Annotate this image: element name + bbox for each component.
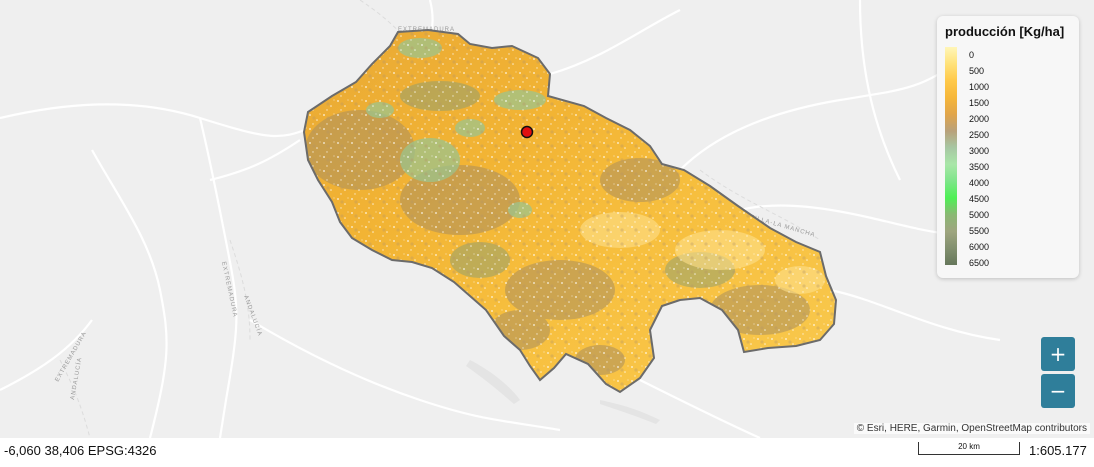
legend-tick-label: 4000 <box>969 178 990 188</box>
production-layer[interactable] <box>300 28 840 398</box>
legend-tick-label: 6000 <box>969 242 990 252</box>
legend-title: producción [Kg/ha] <box>945 24 1065 39</box>
reservoirs <box>466 360 660 424</box>
legend-tick-label: 6500 <box>969 258 990 268</box>
road-network <box>0 0 1001 438</box>
region-outline <box>302 28 838 394</box>
cursor-coordinates: -6,060 38,406 EPSG:4326 <box>4 443 157 458</box>
legend-panel: producción [Kg/ha] 0 500 1000 1500 2000 2500 3… <box>937 16 1079 278</box>
legend-tick-label: 4500 <box>969 194 990 204</box>
road-label: ANDALUCÍA <box>242 294 263 337</box>
zoom-in-button[interactable]: + <box>1041 337 1075 371</box>
legend-tick-label: 0 <box>969 50 975 60</box>
map-attribution: © Esri, HERE, Garmin, OpenStreetMap cont… <box>853 423 1090 434</box>
legend-tick-label: 5000 <box>969 210 990 220</box>
zoom-out-button[interactable]: − <box>1041 374 1075 408</box>
legend-color-ramp <box>945 47 957 265</box>
legend-tick-label: 3500 <box>969 162 990 172</box>
map-canvas[interactable]: EXTREMADURA CASTILLA-LA MANCHA EXTREMADU… <box>0 0 1094 438</box>
legend-tick-label: 2000 <box>969 114 990 124</box>
scale-bar: 20 km <box>918 442 1020 455</box>
location-marker-icon[interactable] <box>520 125 534 139</box>
legend-tick-label: 1500 <box>969 98 990 108</box>
legend-tick-label: 2500 <box>969 130 990 140</box>
scale-bar-label: 20 km <box>958 442 980 451</box>
legend-tick-label: 1000 <box>969 82 990 92</box>
legend-tick-label: 500 <box>969 66 985 76</box>
road-label: EXTREMADURA <box>55 331 89 383</box>
scale-ratio: 1:605.177 <box>1029 443 1087 458</box>
basemap: EXTREMADURA CASTILLA-LA MANCHA EXTREMADU… <box>0 0 1001 438</box>
status-bar: -6,060 38,406 EPSG:4326 20 km 1:605.177 <box>0 438 1094 467</box>
legend-tick-label: 3000 <box>969 146 990 156</box>
legend-tick-label: 5500 <box>969 226 990 236</box>
